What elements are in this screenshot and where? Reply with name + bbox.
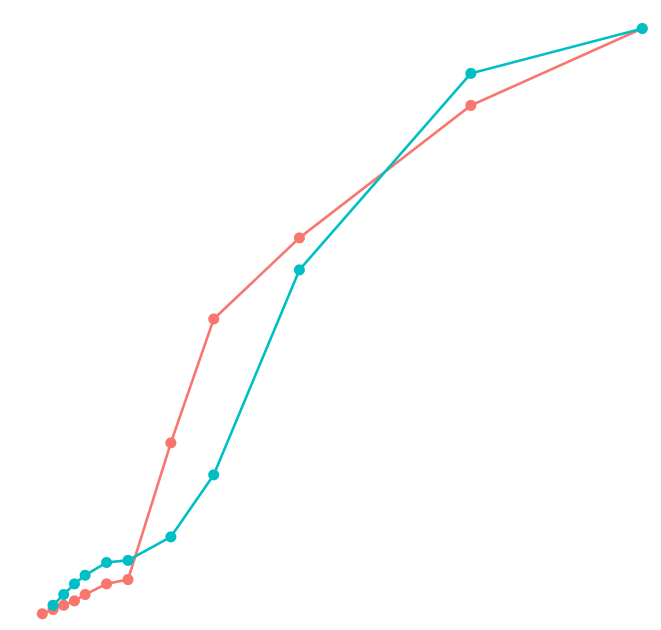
series-1-point-3	[79, 569, 91, 581]
series-1-point-2	[68, 578, 80, 590]
series-1-point-7	[208, 469, 220, 481]
series-layer	[36, 23, 648, 620]
series-1-point-8	[293, 264, 305, 276]
series-1-line	[51, 27, 644, 607]
series-1-point-4	[101, 556, 113, 568]
series-1-point-9	[465, 67, 477, 79]
series-0-point-9	[293, 232, 305, 244]
series-1-point-6	[165, 531, 177, 543]
series-0	[36, 23, 648, 620]
series-1	[47, 23, 648, 611]
series-0-point-3	[68, 595, 80, 607]
series-0-point-0	[36, 608, 48, 620]
series-1-point-1	[58, 589, 70, 601]
series-0-point-6	[122, 574, 134, 586]
series-0-point-4	[79, 589, 91, 601]
series-1-point-10	[636, 23, 648, 35]
series-1-point-5	[122, 554, 134, 566]
series-1-point-0	[47, 599, 59, 611]
series-0-point-10	[465, 99, 477, 111]
series-0-point-7	[165, 437, 177, 449]
series-0-line	[40, 27, 644, 616]
series-0-point-8	[208, 313, 220, 325]
series-0-point-2	[58, 599, 70, 611]
series-0-point-5	[101, 578, 113, 590]
